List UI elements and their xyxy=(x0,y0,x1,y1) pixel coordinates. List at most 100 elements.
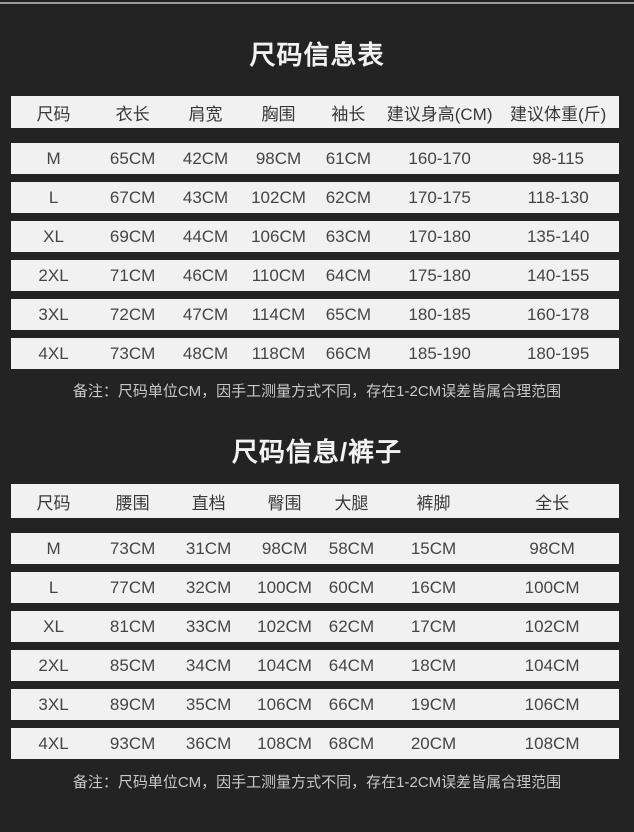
cell: 106CM xyxy=(524,694,580,714)
header-cell-chest: 胸围 xyxy=(261,104,296,124)
pants-table-note: 备注：尺码单位CM，因手工测量方式不同，存在1-2CM误差皆属合理范围 xyxy=(72,774,562,791)
cell: 114CM xyxy=(251,304,306,324)
cell: 135-140 xyxy=(526,226,590,246)
pants-row-m: M 73CM 31CM 98CM 58CM 15CM 98CM xyxy=(11,533,619,564)
top-divider xyxy=(0,2,634,4)
cell: 110CM xyxy=(251,265,306,285)
cell: 102CM xyxy=(251,187,306,207)
cell: 44CM xyxy=(182,226,229,246)
cell: 16CM xyxy=(410,577,457,597)
cell: 140-155 xyxy=(526,265,590,285)
cell: 48CM xyxy=(182,343,229,363)
cell: 72CM xyxy=(109,304,156,324)
cell: 61CM xyxy=(325,148,372,168)
cell: 175-180 xyxy=(408,265,471,285)
cell: 100CM xyxy=(257,577,312,597)
header-cell-height-suggestion: 建议身高(CM) xyxy=(386,104,493,124)
cell: 3XL xyxy=(38,304,69,324)
cell: 180-195 xyxy=(526,343,590,363)
cell: 20CM xyxy=(410,733,457,753)
cell: 71CM xyxy=(109,265,156,285)
cell: 185-190 xyxy=(408,343,471,363)
cell: 36CM xyxy=(185,733,232,753)
cell: 62CM xyxy=(328,616,375,636)
cell: 108CM xyxy=(524,733,580,753)
cell: 2XL xyxy=(38,265,69,285)
cell: 65CM xyxy=(325,304,372,324)
cell: 102CM xyxy=(524,616,580,636)
pants-row-4xl: 4XL 93CM 36CM 108CM 68CM 20CM 108CM xyxy=(11,728,619,759)
cell: 33CM xyxy=(185,616,232,636)
cell: 19CM xyxy=(410,694,457,714)
cell: 3XL xyxy=(38,694,69,714)
cell: 66CM xyxy=(328,694,375,714)
cell: 43CM xyxy=(182,187,229,207)
cell: 66CM xyxy=(325,343,372,363)
cell: 34CM xyxy=(185,655,232,675)
shirt-size-table: 尺码 衣长 肩宽 胸围 袖长 建议身高(CM) 建议体重(斤) M 65CM 4… xyxy=(11,96,619,369)
cell: 93CM xyxy=(109,733,156,753)
cell: 73CM xyxy=(109,538,156,558)
cell: 160-170 xyxy=(408,148,471,168)
header-cell-waist: 腰围 xyxy=(115,493,150,513)
pants-table-header-row: 尺码 腰围 直档 臀围 大腿 裤脚 全长 xyxy=(11,484,619,518)
cell: 60CM xyxy=(328,577,375,597)
cell: 15CM xyxy=(410,538,457,558)
shirt-row-m: M 65CM 42CM 98CM 61CM 160-170 98-115 xyxy=(11,143,619,174)
cell: 68CM xyxy=(328,733,375,753)
shirt-table-header-row: 尺码 衣长 肩宽 胸围 袖长 建议身高(CM) 建议体重(斤) xyxy=(11,96,619,128)
pants-table-title: 尺码信息/裤子 xyxy=(231,437,403,467)
shirt-row-xl: XL 69CM 44CM 106CM 63CM 170-180 135-140 xyxy=(11,221,619,252)
cell: 98-115 xyxy=(532,148,584,168)
cell: M xyxy=(46,538,61,558)
cell: 67CM xyxy=(109,187,156,207)
cell: L xyxy=(48,577,59,597)
cell: 35CM xyxy=(185,694,232,714)
cell: 73CM xyxy=(109,343,156,363)
cell: 106CM xyxy=(251,226,306,246)
cell: 63CM xyxy=(325,226,372,246)
header-cell-size: 尺码 xyxy=(36,104,71,124)
cell: 64CM xyxy=(328,655,375,675)
cell: 81CM xyxy=(109,616,156,636)
cell: 108CM xyxy=(257,733,312,753)
cell: 106CM xyxy=(257,694,312,714)
shirt-table-title: 尺码信息表 xyxy=(249,40,385,70)
cell: 170-180 xyxy=(408,226,471,246)
cell: 102CM xyxy=(257,616,312,636)
cell: 69CM xyxy=(109,226,156,246)
shirt-row-4xl: 4XL 73CM 48CM 118CM 66CM 185-190 180-195 xyxy=(11,338,619,369)
cell: L xyxy=(48,187,59,207)
cell: 62CM xyxy=(325,187,372,207)
shirt-row-3xl: 3XL 72CM 47CM 114CM 65CM 180-185 160-178 xyxy=(11,299,619,330)
pants-row-l: L 77CM 32CM 100CM 60CM 16CM 100CM xyxy=(11,572,619,603)
cell: 118CM xyxy=(251,343,306,363)
shirt-table-note: 备注：尺码单位CM，因手工测量方式不同，存在1-2CM误差皆属合理范围 xyxy=(72,383,562,400)
cell: XL xyxy=(43,226,64,246)
cell: 85CM xyxy=(109,655,156,675)
cell: 89CM xyxy=(109,694,156,714)
cell: 77CM xyxy=(109,577,156,597)
pants-row-xl: XL 81CM 33CM 102CM 62CM 17CM 102CM xyxy=(11,611,619,642)
cell: 2XL xyxy=(38,655,69,675)
header-cell-garment-length: 衣长 xyxy=(115,104,150,124)
header-cell-rise: 直档 xyxy=(191,493,226,513)
header-cell-full-length: 全长 xyxy=(535,493,570,513)
cell: 100CM xyxy=(524,577,580,597)
cell: 104CM xyxy=(524,655,580,675)
cell: 98CM xyxy=(255,148,302,168)
cell: 64CM xyxy=(325,265,372,285)
header-cell-hip: 臀围 xyxy=(267,493,302,513)
cell: 98CM xyxy=(529,538,575,558)
cell: 32CM xyxy=(185,577,232,597)
cell: XL xyxy=(43,616,64,636)
cell: 170-175 xyxy=(408,187,471,207)
cell: 4XL xyxy=(38,733,69,753)
shirt-row-l: L 67CM 43CM 102CM 62CM 170-175 118-130 xyxy=(11,182,619,213)
pants-row-3xl: 3XL 89CM 35CM 106CM 66CM 19CM 106CM xyxy=(11,689,619,720)
cell: M xyxy=(46,148,61,168)
cell: 18CM xyxy=(410,655,457,675)
pants-size-table: 尺码 腰围 直档 臀围 大腿 裤脚 全长 M 73CM 31CM 98CM 58… xyxy=(11,484,619,759)
cell: 4XL xyxy=(38,343,69,363)
cell: 65CM xyxy=(109,148,156,168)
